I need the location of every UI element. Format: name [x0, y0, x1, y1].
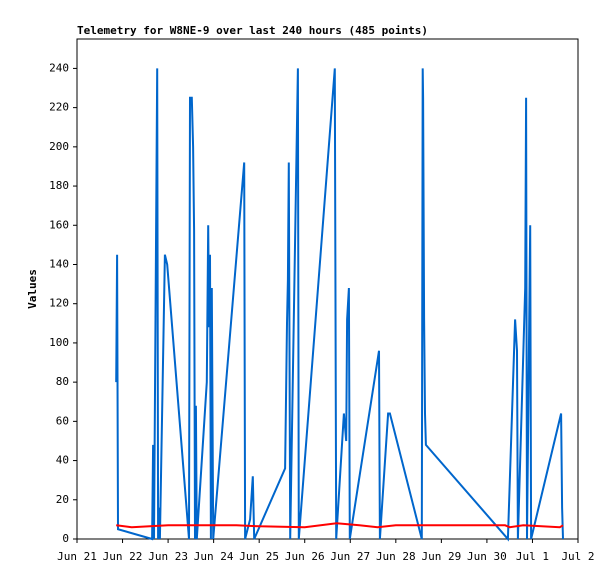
x-tick-label: Jun 25: [239, 550, 279, 563]
y-tick-label: 0: [62, 532, 69, 545]
y-tick-label: 20: [56, 493, 69, 506]
chart-title: Telemetry for W8NE-9 over last 240 hours…: [77, 24, 428, 37]
x-tick-label: Jun 30: [467, 550, 507, 563]
x-tick-label: Jun 29: [421, 550, 461, 563]
y-tick-label: 40: [56, 454, 69, 467]
x-tick-label: Jun 27: [330, 550, 370, 563]
x-tick-label: Jun 24: [194, 550, 234, 563]
y-tick-label: 240: [49, 61, 69, 74]
y-tick-label: 100: [49, 336, 69, 349]
x-tick-label: Jun 22: [103, 550, 143, 563]
x-tick-label: Jul 2: [561, 550, 594, 563]
series-line: [116, 522, 564, 529]
y-tick-label: 160: [49, 218, 69, 231]
y-tick-label: 200: [49, 140, 69, 153]
series-line: [115, 68, 564, 542]
y-tick-label: 80: [56, 375, 69, 388]
x-tick-label: Jul 1: [516, 550, 549, 563]
y-tick-label: 120: [49, 297, 69, 310]
y-axis-label: Values: [26, 269, 39, 309]
y-tick-label: 60: [56, 414, 69, 427]
x-tick-label: Jun 26: [285, 550, 325, 563]
y-tick-label: 180: [49, 179, 69, 192]
x-tick-label: Jun 28: [376, 550, 416, 563]
plot-frame: [76, 38, 579, 540]
x-tick-label: Jun 23: [148, 550, 188, 563]
y-tick-label: 140: [49, 257, 69, 270]
x-tick-label: Jun 21: [57, 550, 97, 563]
y-tick-label: 220: [49, 101, 69, 114]
